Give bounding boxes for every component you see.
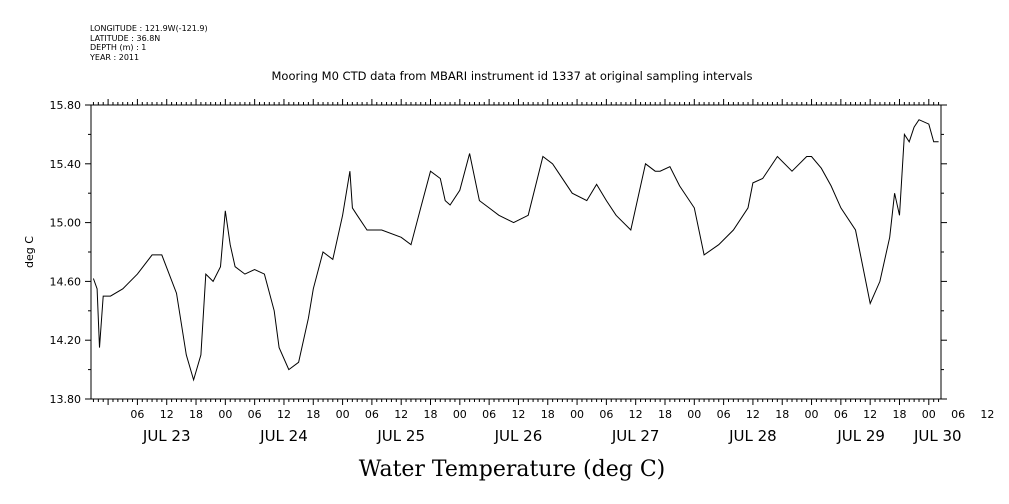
plot-metadata: LONGITUDE : 121.9W(-121.9) LATITUDE : 36… [90,24,208,62]
x-day-label: JUL 29 [836,427,885,445]
x-day-label: JUL 24 [259,427,308,445]
x-day-label: JUL 27 [611,427,660,445]
x-hour-label: 12 [160,408,174,421]
x-hour-label: 06 [365,408,379,421]
temperature-series-line [92,119,939,382]
x-hour-label: 12 [980,408,994,421]
x-hour-label: 06 [130,408,144,421]
x-day-label: JUL 23 [142,427,191,445]
y-tick-label: 13.80 [50,393,82,406]
x-day-label: JUL 25 [376,427,425,445]
chart-title: Mooring M0 CTD data from MBARI instrumen… [272,69,753,83]
x-hour-label: 06 [599,408,613,421]
x-hour-label: 18 [306,408,320,421]
x-hour-label: 06 [717,408,731,421]
x-hour-label: 06 [482,408,496,421]
x-hour-label: 18 [892,408,906,421]
y-tick-label: 14.60 [50,275,82,288]
x-hour-label: 12 [863,408,877,421]
axis-ticks [85,99,947,405]
x-hour-label: 12 [629,408,643,421]
x-hour-label: 12 [277,408,291,421]
x-hour-label: 18 [658,408,672,421]
x-hour-label: 12 [394,408,408,421]
y-tick-label: 15.80 [50,99,82,112]
year-text: YEAR : 2011 [90,52,140,62]
x-hour-label: 00 [922,408,936,421]
y-tick-label: 14.20 [50,334,82,347]
x-day-label: JUL 30 [913,427,962,445]
latitude-text: LATITUDE : 36.8N [90,33,161,43]
y-axis-label: deg C [23,236,36,268]
depth-text: DEPTH (m) : 1 [90,43,147,52]
x-hour-label: 06 [248,408,262,421]
x-hour-label: 06 [951,408,965,421]
x-day-labels: JUL 23 JUL 24 JUL 25 JUL 26 JUL 27 JUL 28 JUL … [142,427,962,445]
plot-frame [90,104,942,400]
x-hour-label: 12 [511,408,525,421]
x-hour-label: 00 [453,408,467,421]
x-day-label: JUL 28 [728,427,777,445]
x-hour-label: 06 [834,408,848,421]
longitude-text: LONGITUDE : 121.9W(-121.9) [90,24,208,33]
x-hour-labels: 06 12 18 00 06 12 18 00 06 12 18 00 06 12 18 00 06 12 18 00… [130,408,994,421]
x-hour-label: 18 [541,408,555,421]
x-hour-label: 18 [189,408,203,421]
y-tick-labels: 13.80 14.20 14.60 15.00 15.40 15.80 [50,99,82,406]
x-hour-label: 00 [570,408,584,421]
x-day-label: JUL 26 [494,427,543,445]
x-hour-label: 12 [746,408,760,421]
x-hour-label: 18 [775,408,789,421]
x-axis-label: Water Temperature (deg C) [359,457,666,482]
x-hour-label: 00 [687,408,701,421]
x-hour-label: 00 [336,408,350,421]
plot-axes [90,104,942,400]
x-hour-label: 00 [218,408,232,421]
x-hour-label: 00 [805,408,819,421]
x-hour-label: 18 [424,408,438,421]
y-tick-label: 15.40 [50,158,82,171]
y-tick-label: 15.00 [50,217,82,230]
